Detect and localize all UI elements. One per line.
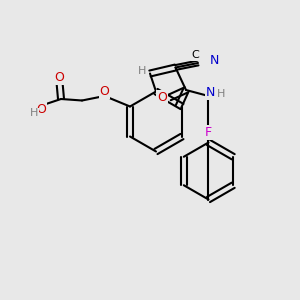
Text: H: H (217, 89, 225, 100)
Text: H: H (138, 66, 147, 76)
Text: O: O (157, 91, 167, 104)
Text: H: H (30, 108, 38, 118)
Text: O: O (100, 85, 110, 98)
Text: N: N (210, 53, 219, 67)
Text: O: O (37, 103, 46, 116)
Text: C: C (191, 50, 199, 61)
Text: O: O (55, 71, 64, 85)
Text: N: N (205, 86, 215, 99)
Text: F: F (205, 126, 212, 139)
